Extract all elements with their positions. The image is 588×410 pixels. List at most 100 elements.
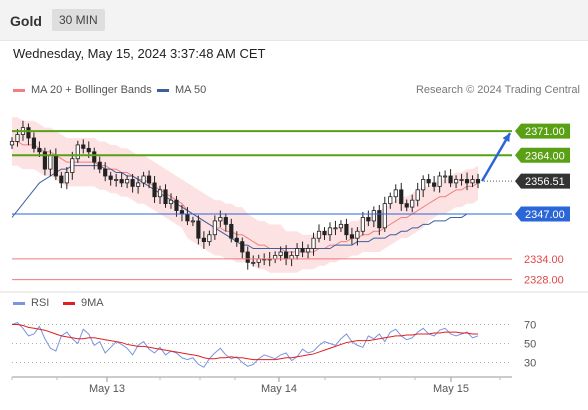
- candle: [245, 246, 250, 270]
- candle-body: [240, 241, 245, 253]
- candle: [163, 184, 168, 208]
- candle: [103, 162, 108, 182]
- candle-body: [201, 237, 206, 243]
- level-label: 2371.00: [525, 126, 565, 138]
- candle: [130, 173, 135, 193]
- level-label: 2347.00: [525, 209, 565, 221]
- candle: [31, 132, 37, 153]
- candle: [327, 222, 333, 241]
- candle: [393, 184, 398, 203]
- candle: [119, 172, 124, 188]
- legend-ma50: MA 50: [157, 84, 206, 96]
- timeframe-badge[interactable]: 30 MIN: [52, 9, 105, 31]
- candle-body: [453, 179, 459, 184]
- candle: [344, 218, 349, 240]
- candle: [388, 192, 393, 209]
- candle-body: [141, 175, 146, 184]
- timestamp: Wednesday, May 15, 2024 3:37:48 AM CET: [13, 46, 266, 61]
- candle-body: [64, 172, 69, 184]
- level-label-box: [515, 123, 570, 139]
- candle: [333, 220, 338, 236]
- candle-body: [70, 158, 75, 173]
- candle: [295, 243, 300, 260]
- candle-body: [125, 179, 130, 184]
- candle: [300, 241, 305, 258]
- candle: [218, 210, 223, 228]
- candle: [240, 237, 245, 259]
- candle: [475, 173, 481, 189]
- candle: [212, 215, 217, 240]
- candle: [70, 151, 75, 180]
- candle-body: [223, 217, 228, 225]
- legend-9ma: 9MA: [63, 297, 104, 309]
- candle-body: [443, 175, 448, 178]
- candle: [201, 231, 206, 249]
- candle-body: [207, 234, 212, 243]
- candle-body: [289, 255, 294, 260]
- time-tick-label: May 14: [261, 383, 297, 395]
- bollinger-band: [12, 117, 478, 273]
- candle: [448, 169, 453, 188]
- candle: [190, 216, 195, 227]
- level-label-box: [515, 173, 570, 189]
- rsi-9ma-line: [12, 324, 478, 361]
- candle-body: [421, 179, 426, 191]
- candle-body: [322, 230, 327, 236]
- candle: [125, 175, 130, 189]
- rsi-swatch: [13, 301, 25, 305]
- candle-body: [464, 179, 470, 184]
- candle-body: [251, 261, 256, 264]
- candle-body: [190, 220, 195, 223]
- legend-rsi: RSI: [13, 297, 49, 309]
- projection-arrow: [480, 132, 512, 182]
- legend-bollinger: MA 20 + Bollinger Bands: [13, 84, 152, 96]
- candle: [349, 227, 354, 245]
- candle-body: [157, 189, 163, 198]
- candle-body: [92, 151, 97, 163]
- candle-body: [245, 251, 250, 263]
- candle-body: [146, 175, 152, 184]
- candle-body: [382, 203, 387, 229]
- candle-body: [48, 154, 53, 170]
- candle-body: [327, 227, 333, 236]
- candle: [437, 171, 442, 193]
- candle: [234, 231, 239, 247]
- candle-body: [475, 179, 481, 184]
- candle: [421, 175, 426, 198]
- rsi-label: RSI: [31, 297, 50, 309]
- candle-body: [31, 137, 37, 149]
- candle-body: [426, 179, 431, 184]
- candle-body: [37, 147, 42, 153]
- candle-body: [42, 151, 47, 170]
- candle: [305, 244, 311, 259]
- candle-body: [404, 203, 409, 208]
- candle-body: [119, 179, 124, 184]
- candle: [152, 176, 157, 203]
- candle-body: [399, 189, 404, 205]
- candle-body: [108, 175, 113, 180]
- ma9-swatch: [63, 301, 75, 305]
- candle: [415, 182, 420, 207]
- candle-body: [410, 199, 415, 208]
- candle-body: [305, 248, 311, 253]
- bollinger-label: MA 20 + Bollinger Bands: [31, 84, 152, 96]
- candle-body: [284, 251, 289, 260]
- candle-body: [338, 223, 344, 229]
- rsi-tick-label: 30: [524, 358, 536, 370]
- candle-body: [459, 179, 464, 181]
- ma50-label: MA 50: [175, 84, 207, 96]
- candle: [278, 246, 283, 261]
- candle: [59, 171, 64, 189]
- level-label: 2328.00: [524, 275, 564, 287]
- candle-body: [75, 144, 80, 160]
- candle: [64, 167, 69, 190]
- candle: [316, 224, 322, 243]
- candle: [251, 255, 256, 267]
- candle: [443, 170, 448, 184]
- candle-body: [311, 237, 316, 249]
- candle: [459, 173, 464, 186]
- candle-body: [349, 234, 354, 239]
- candle: [404, 199, 409, 212]
